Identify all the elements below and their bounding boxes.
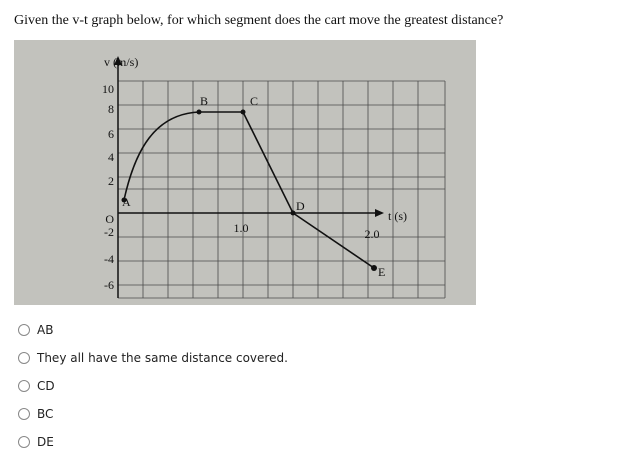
- y-tick-label: 4: [108, 150, 114, 164]
- y-tick-label: -4: [104, 252, 114, 266]
- option-label[interactable]: BC: [37, 407, 53, 421]
- x-axis-label: t (s): [388, 209, 407, 223]
- point-label: A: [122, 195, 131, 209]
- t-arrow: [375, 209, 384, 217]
- point-marker: [290, 210, 296, 216]
- y-tick-label: O: [105, 212, 114, 226]
- figure: v (m/s) t (s) 10 8 6 4 2 O -2 -4 -6 1.0 …: [14, 40, 476, 305]
- option-label[interactable]: They all have the same distance covered.: [36, 351, 288, 365]
- v-t-curve: [123, 111, 375, 269]
- point-label: E: [378, 265, 385, 279]
- v-arrow: [114, 56, 122, 65]
- y-tick-label: 6: [108, 127, 114, 141]
- radio-button[interactable]: [18, 436, 30, 448]
- option-label[interactable]: AB: [37, 323, 53, 337]
- x-tick-label: 1.0: [234, 221, 249, 235]
- y-axis-label: v (m/s): [104, 55, 138, 69]
- figure-background: [14, 40, 476, 305]
- y-tick-label: 10: [102, 82, 114, 96]
- grid: [118, 80, 446, 299]
- point-marker: [196, 109, 202, 115]
- y-tick-label: 2: [108, 174, 114, 188]
- option-label[interactable]: CD: [37, 379, 55, 393]
- point-label: D: [296, 199, 305, 213]
- point-marker: [371, 265, 377, 271]
- y-tick-label: -6: [104, 278, 114, 292]
- point-label: C: [250, 94, 258, 108]
- options: AB They all have the same distance cover…: [18, 323, 288, 449]
- y-tick-label: 8: [108, 102, 114, 116]
- y-tick-label: -2: [104, 225, 114, 239]
- point-label: B: [200, 94, 208, 108]
- question: Given the v-t graph below, for which seg…: [14, 13, 503, 28]
- radio-button[interactable]: [18, 324, 30, 336]
- radio-button[interactable]: [18, 408, 30, 420]
- point-marker: [121, 197, 127, 203]
- radio-button[interactable]: [18, 352, 30, 364]
- x-tick-label: 2.0: [365, 227, 380, 241]
- option-label[interactable]: DE: [37, 435, 54, 449]
- point-marker: [240, 109, 246, 115]
- radio-button[interactable]: [18, 380, 30, 392]
